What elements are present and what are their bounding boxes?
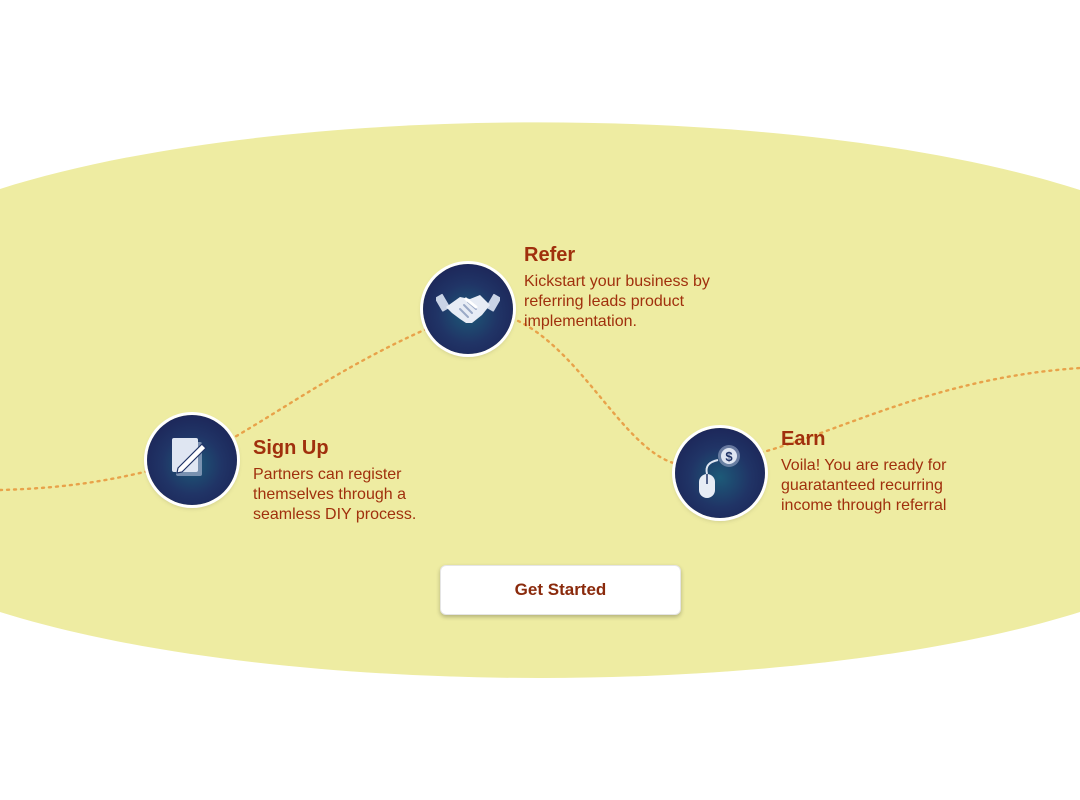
document-pen-icon xyxy=(172,438,207,476)
step-title: Earn xyxy=(781,428,826,450)
svg-text:$: $ xyxy=(725,449,733,464)
refer-icon-circle xyxy=(423,264,513,354)
step-description: Partners can register themselves through… xyxy=(253,466,417,523)
refer-step: Refer Kickstart your business by referri… xyxy=(524,244,754,332)
step-description: Voila! You are ready for guaratanteed re… xyxy=(781,457,947,514)
step-title: Sign Up xyxy=(253,437,329,459)
step-description: Kickstart your business by referring lea… xyxy=(524,273,710,330)
step-title: Refer xyxy=(524,244,576,266)
sign-up-icon-circle xyxy=(147,415,237,505)
earn-step: Earn Voila! You are ready for guaratante… xyxy=(781,428,956,516)
handshake-icon xyxy=(436,293,500,323)
yellow-band xyxy=(0,122,1080,679)
get-started-button[interactable]: Get Started xyxy=(440,565,681,615)
mouse-dollar-icon: $ xyxy=(699,445,740,498)
earn-icon-circle: $ xyxy=(675,428,765,518)
sign-up-step: Sign Up Partners can register themselves… xyxy=(253,437,438,525)
